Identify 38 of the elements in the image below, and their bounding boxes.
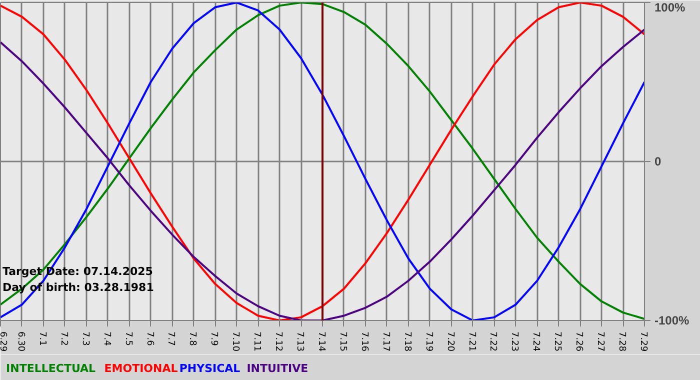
x-tick-label: 7.9 bbox=[208, 332, 219, 346]
x-tick-label: 7.10 bbox=[230, 332, 240, 352]
x-tick-label: 7.18 bbox=[402, 332, 412, 352]
x-tick-label: 7.26 bbox=[574, 332, 584, 352]
text: EMOTIONAL bbox=[104, 362, 178, 375]
x-tick-label: 7.2 bbox=[58, 332, 68, 346]
x-tick-label: 7.24 bbox=[530, 332, 541, 352]
x-tick-label: 7.5 bbox=[122, 332, 133, 346]
x-tick-label: 7.7 bbox=[166, 332, 176, 346]
x-tick-label: 7.20 bbox=[444, 332, 455, 352]
x-tick-label: 7.27 bbox=[595, 332, 606, 352]
x-tick-label: 7.8 bbox=[187, 332, 198, 346]
y-tick-label: 100% bbox=[654, 0, 686, 14]
x-tick-label: 7.21 bbox=[466, 332, 476, 352]
y-tick-label: -100% bbox=[654, 314, 690, 328]
x-tick-label: 7.19 bbox=[423, 332, 434, 352]
x-tick-label: 7.17 bbox=[380, 332, 390, 352]
x-tick-label: 7.16 bbox=[358, 332, 369, 352]
x-tick-label: 7.4 bbox=[101, 332, 112, 346]
x-tick-label: 6.30 bbox=[15, 332, 26, 352]
x-tick-label: 7.23 bbox=[509, 332, 520, 352]
x-tick-label: 7.28 bbox=[616, 332, 627, 352]
x-tick-label: 7.6 bbox=[144, 332, 154, 346]
x-tick-label: 7.11 bbox=[252, 332, 262, 352]
x-tick-label: 7.1 bbox=[36, 332, 47, 346]
y-tick-label: 0 bbox=[654, 154, 662, 168]
x-tick-label: 7.29 bbox=[638, 332, 648, 352]
x-tick-label: 7.14 bbox=[316, 332, 326, 352]
text: INTELLECTUAL bbox=[6, 362, 96, 375]
x-tick-label: 7.13 bbox=[294, 332, 305, 352]
x-tick-label: 7.15 bbox=[337, 332, 348, 352]
x-tick-label: 7.25 bbox=[552, 332, 562, 352]
text: PHYSICAL bbox=[179, 362, 240, 375]
x-tick-label: 6.29 bbox=[0, 332, 8, 352]
x-tick-label: 7.22 bbox=[488, 332, 498, 352]
text: INTUITIVE bbox=[246, 362, 308, 375]
x-tick-label: 7.3 bbox=[80, 332, 90, 346]
x-tick-label: 7.12 bbox=[273, 332, 284, 352]
